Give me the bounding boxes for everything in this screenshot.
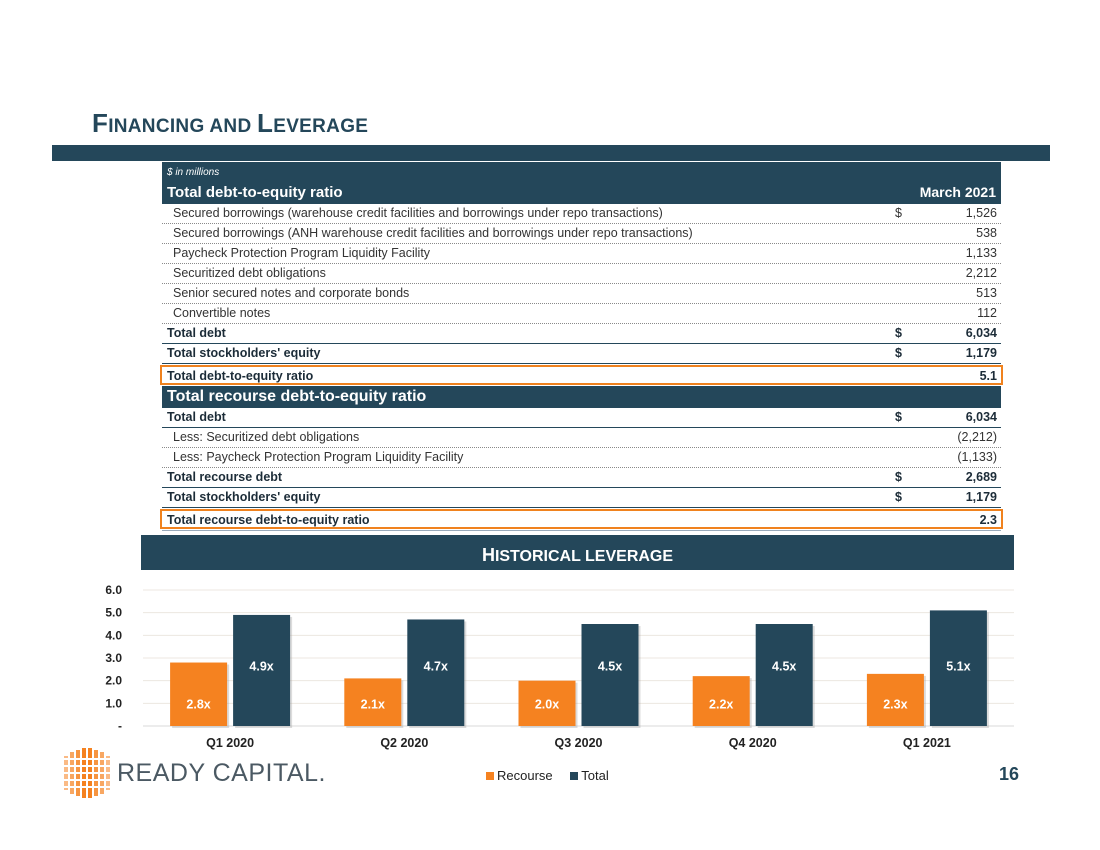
data-label: 2.1x <box>361 697 385 711</box>
chart-title-band: HISTORICAL LEVERAGE <box>141 535 1014 570</box>
y-tick-label: 3.0 <box>105 651 122 665</box>
table-row: Secured borrowings (ANH warehouse credit… <box>162 224 1001 244</box>
debt-rows: Secured borrowings (warehouse credit fac… <box>162 204 1001 324</box>
data-label: 4.9x <box>249 659 273 673</box>
x-tick-label: Q4 2020 <box>729 736 777 750</box>
bar-total <box>755 624 813 726</box>
bar-total <box>233 614 291 726</box>
y-tick-label: 2.0 <box>105 674 122 688</box>
y-tick-label: 5.0 <box>105 606 122 620</box>
y-tick-label: - <box>118 719 122 733</box>
x-tick-label: Q3 2020 <box>555 736 603 750</box>
table-row: Paycheck Protection Program Liquidity Fa… <box>162 244 1001 264</box>
data-label: 4.5x <box>772 659 796 673</box>
ready-capital-logo-icon <box>62 748 118 798</box>
table-row: Convertible notes 112 <box>162 304 1001 324</box>
bar-recourse <box>518 680 576 726</box>
page-number: 16 <box>999 764 1020 784</box>
table-heading: Total debt-to-equity ratio <box>167 184 343 201</box>
table-row: Secured borrowings (warehouse credit fac… <box>162 204 1001 224</box>
section-header: Total recourse debt-to-equity ratio <box>162 386 1001 408</box>
legend-swatch <box>570 772 579 780</box>
legend-item-total: Total <box>570 768 609 783</box>
debt-table: $ in millions Total debt-to-equity ratio… <box>160 162 1003 541</box>
data-label: 2.0x <box>535 697 559 711</box>
table-bottom <box>162 530 1001 541</box>
unit-note: $ in millions <box>167 167 220 178</box>
bar-recourse <box>692 676 750 726</box>
data-label: 2.2x <box>709 697 733 711</box>
logo-wordmark: READY CAPITAL. <box>117 759 326 787</box>
bar-total <box>929 610 987 726</box>
table-row: Senior secured notes and corporate bonds… <box>162 284 1001 304</box>
table-row: Total debt $ 6,034 <box>162 408 1001 428</box>
y-tick-label: 4.0 <box>105 628 122 642</box>
x-tick-label: Q1 2021 <box>903 736 951 750</box>
table-row: Less: Paycheck Protection Program Liquid… <box>162 448 1001 468</box>
bar-recourse <box>344 678 402 726</box>
legend-item-recourse: Recourse <box>486 768 553 783</box>
table-row: Total recourse debt $ 2,689 <box>162 468 1001 488</box>
data-label: 4.7x <box>424 659 448 673</box>
data-label: 5.1x <box>946 659 970 673</box>
column-header: March 2021 <box>919 184 996 200</box>
highlighted-ratio-row: Total recourse debt-to-equity ratio 2.3 <box>160 509 1003 529</box>
data-label: 4.5x <box>598 659 622 673</box>
title-divider <box>52 145 1050 161</box>
chart-legend: Recourse Total <box>486 768 623 783</box>
bar-total <box>407 619 465 726</box>
legend-swatch <box>486 772 494 780</box>
table-row: Total stockholders' equity $ 1,179 <box>162 488 1001 508</box>
data-label: 2.8x <box>186 697 210 711</box>
x-tick-label: Q1 2020 <box>206 736 254 750</box>
highlighted-ratio-row: Total debt-to-equity ratio 5.1 <box>160 365 1003 385</box>
y-tick-label: 1.0 <box>105 696 122 710</box>
bar-recourse <box>866 673 924 726</box>
x-tick-label: Q2 2020 <box>380 736 428 750</box>
bar-total <box>581 624 639 726</box>
page-title: FINANCING AND LEVERAGE <box>92 108 369 138</box>
table-row: Securitized debt obligations 2,212 <box>162 264 1001 284</box>
table-row: Less: Securitized debt obligations (2,21… <box>162 428 1001 448</box>
y-tick-label: 6.0 <box>105 583 122 597</box>
bar-recourse <box>170 662 228 726</box>
table-row: Total debt $ 6,034 <box>162 324 1001 344</box>
data-label: 2.3x <box>883 697 907 711</box>
table-header: $ in millions Total debt-to-equity ratio… <box>162 162 1001 204</box>
table-row: Total stockholders' equity $ 1,179 <box>162 344 1001 364</box>
